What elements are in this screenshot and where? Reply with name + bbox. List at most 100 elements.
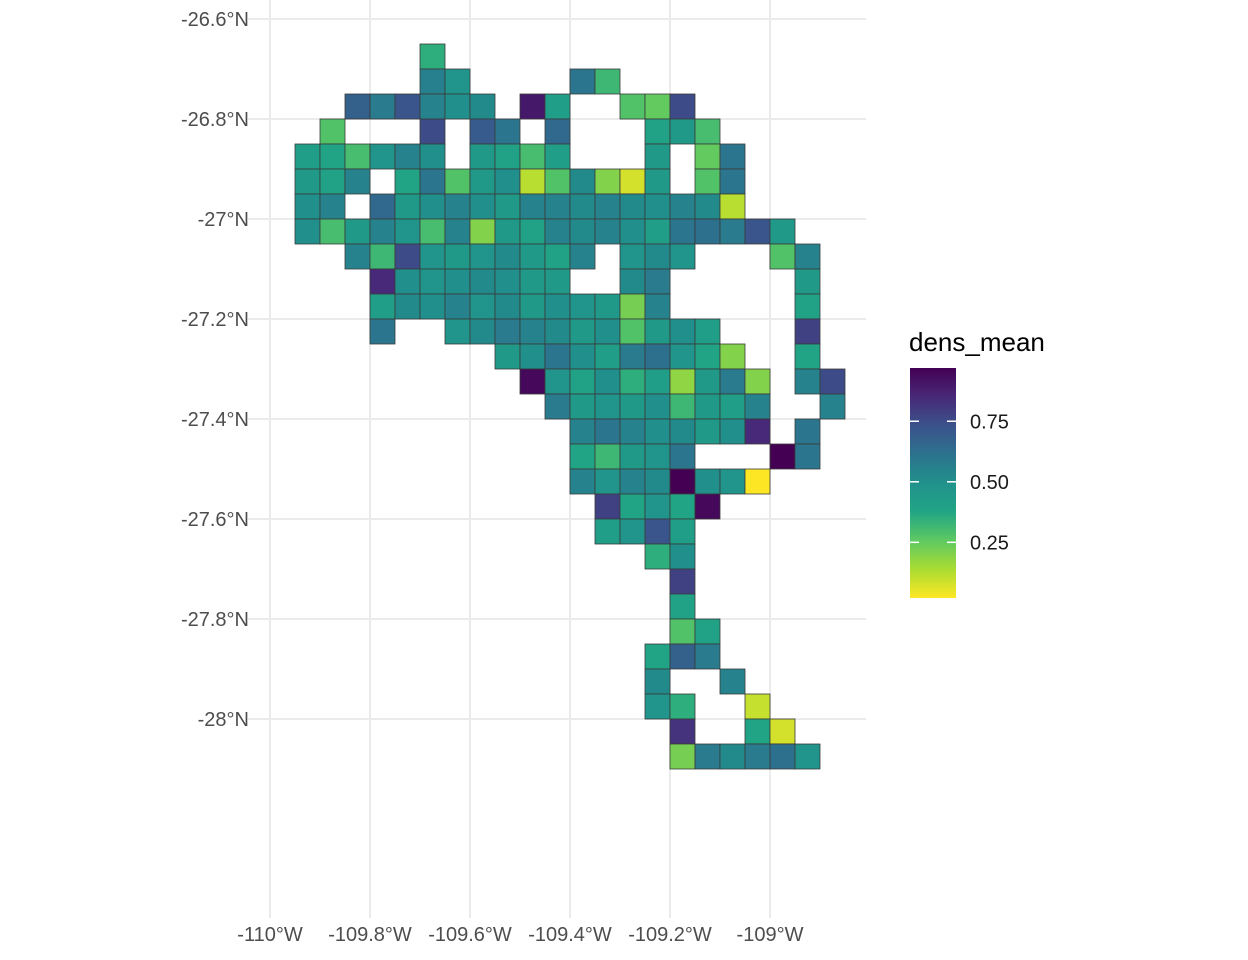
grid-cell: [644, 393, 671, 420]
grid-cell: [469, 268, 496, 295]
grid-cell: [719, 218, 746, 245]
grid-cell: [394, 218, 421, 245]
grid-cell: [544, 368, 571, 395]
legend-label: 0.75: [970, 411, 1009, 433]
grid-cell: [769, 443, 796, 470]
grid-cell: [669, 693, 696, 720]
grid-cell: [644, 293, 671, 320]
grid-cell: [594, 318, 621, 345]
grid-cell: [744, 218, 771, 245]
grid-cell: [669, 718, 696, 745]
axis-labels: -110°W -109.8°W -109.6°W -109.4°W -109.2°W -1…: [181, 9, 804, 946]
grid-cell: [519, 243, 546, 270]
grid-cell: [744, 468, 771, 495]
grid-cell: [569, 243, 596, 270]
grid-cell: [644, 543, 671, 570]
grid-cell: [694, 193, 721, 220]
grid-cell: [419, 93, 446, 120]
grid-cell: [519, 193, 546, 220]
grid-cell: [719, 193, 746, 220]
grid-cell: [594, 343, 621, 370]
grid-cell: [419, 268, 446, 295]
grid-cell: [644, 468, 671, 495]
grid-cell: [319, 143, 346, 170]
grid-cell: [669, 493, 696, 520]
grid-cell: [719, 668, 746, 695]
grid-cell: [544, 243, 571, 270]
grid-cell: [419, 143, 446, 170]
grid-cell: [344, 168, 371, 195]
grid-cell: [719, 343, 746, 370]
grid-cell: [494, 243, 521, 270]
grid-cell: [744, 368, 771, 395]
grid-cell: [794, 318, 821, 345]
grid-cell: [594, 68, 621, 95]
grid-cell: [444, 318, 471, 345]
y-tick-label: -27.8°N: [181, 609, 249, 631]
grid-cell: [544, 168, 571, 195]
grid-cell: [494, 318, 521, 345]
grid-cell: [669, 568, 696, 595]
grid-cell: [619, 343, 646, 370]
grid-cell: [669, 543, 696, 570]
grid-cell: [569, 468, 596, 495]
grid-cell: [694, 318, 721, 345]
grid-cell: [394, 293, 421, 320]
grid-cell: [419, 243, 446, 270]
x-tick-label: -109°W: [737, 924, 804, 946]
grid-cell: [694, 118, 721, 145]
grid-cell: [669, 118, 696, 145]
grid-cell: [469, 243, 496, 270]
grid-cell: [394, 143, 421, 170]
grid-cell: [744, 418, 771, 445]
grid-cell: [819, 393, 846, 420]
grid-cell: [669, 643, 696, 670]
grid-cell: [719, 743, 746, 770]
grid-cell: [744, 393, 771, 420]
grid-cell: [719, 143, 746, 170]
grid-cell: [394, 193, 421, 220]
grid-cell: [519, 168, 546, 195]
grid-cell: [644, 443, 671, 470]
grid-cell: [644, 318, 671, 345]
grid-cell: [644, 518, 671, 545]
grid-cell: [794, 343, 821, 370]
grid-cell: [769, 218, 796, 245]
grid-cell: [619, 293, 646, 320]
grid-cell: [619, 193, 646, 220]
grid-cell: [644, 243, 671, 270]
grid-cell: [794, 443, 821, 470]
grid-cell: [369, 218, 396, 245]
grid-cell: [644, 493, 671, 520]
grid-cell: [444, 293, 471, 320]
grid-cell: [419, 193, 446, 220]
grid-cell: [544, 393, 571, 420]
grid-cell: [344, 243, 371, 270]
grid-cell: [769, 243, 796, 270]
grid-cell: [594, 443, 621, 470]
grid-cell: [344, 93, 371, 120]
grid-cell: [369, 268, 396, 295]
grid-cell: [519, 143, 546, 170]
grid-cell: [644, 368, 671, 395]
grid-cell: [419, 68, 446, 95]
grid-cell: [544, 318, 571, 345]
grid-cell: [794, 243, 821, 270]
y-tick-label: -27°N: [198, 209, 249, 231]
grid-cell: [569, 168, 596, 195]
grid-cell: [519, 293, 546, 320]
legend-label: 0.25: [970, 532, 1009, 554]
grid-cell: [644, 143, 671, 170]
grid-cell: [444, 193, 471, 220]
grid-cell: [569, 418, 596, 445]
grid-cell: [594, 418, 621, 445]
grid-cell: [544, 343, 571, 370]
grid-cell: [369, 293, 396, 320]
grid-cell: [494, 218, 521, 245]
grid-cell: [619, 243, 646, 270]
grid-cell: [594, 293, 621, 320]
grid-cell: [644, 118, 671, 145]
grid-cell: [419, 118, 446, 145]
grid-cell: [519, 268, 546, 295]
